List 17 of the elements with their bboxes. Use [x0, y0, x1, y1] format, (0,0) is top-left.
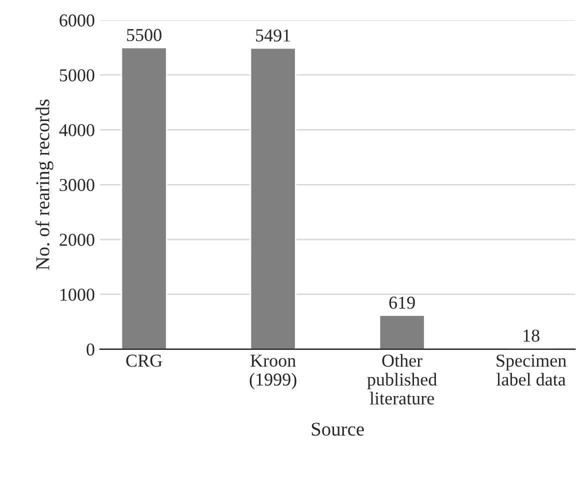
data-label: 5500	[127, 28, 162, 42]
y-tick-label: 6000	[60, 14, 94, 27]
y-tick-label: 0	[86, 343, 94, 356]
y-axis-title: No. of rearing records	[35, 100, 54, 270]
data-label: 5491	[256, 29, 290, 42]
x-tick-label: Specimen label data	[496, 354, 566, 386]
y-tick-label: 4000	[59, 124, 94, 136]
x-tick-label: Other published literature	[367, 354, 437, 405]
y-tick-label: 1000	[60, 288, 94, 301]
x-axis-title: Source	[312, 422, 364, 436]
y-tick-label: 3000	[60, 178, 94, 192]
x-tick-label: Kroon (1999)	[250, 354, 296, 390]
data-label: 619	[389, 296, 415, 309]
y-tick-label: 2000	[60, 234, 94, 246]
data-label: 18	[524, 330, 540, 342]
x-tick-label: CRG	[126, 354, 162, 367]
y-tick-label: 5000	[60, 69, 94, 82]
